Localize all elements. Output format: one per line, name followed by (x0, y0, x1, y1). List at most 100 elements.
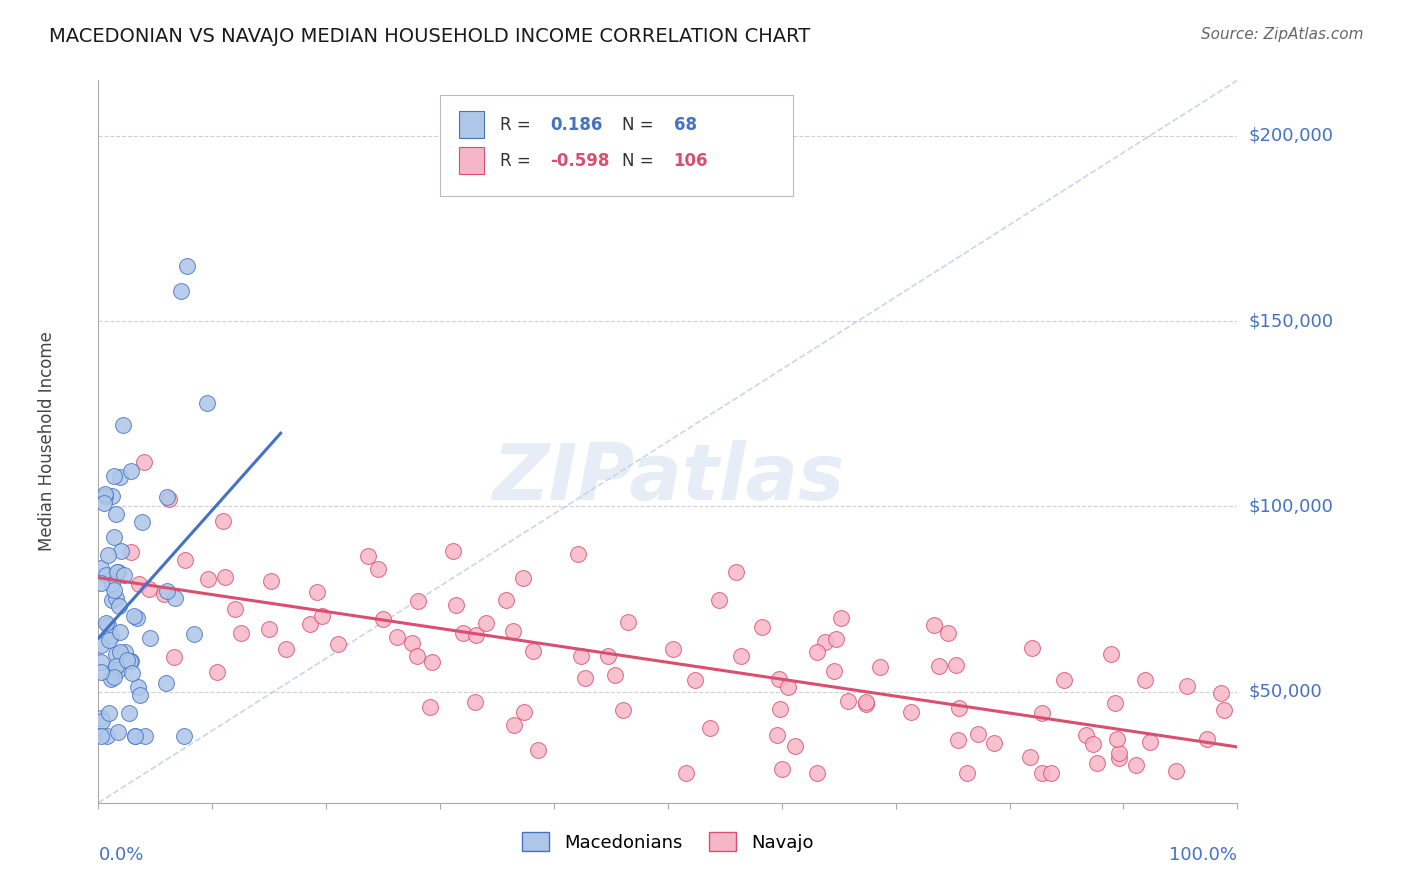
Point (110, 544, 132, 558)
Point (120, 464, 142, 478)
Point (139, 632, 162, 646)
Point (127, 680, 149, 694)
Point (100, 577, 122, 591)
Point (855, 697, 877, 711)
Text: $100,000: $100,000 (1249, 498, 1333, 516)
Point (598, 648, 620, 663)
Point (90, 729, 112, 743)
Point (307, 584, 329, 599)
Point (869, 660, 891, 674)
Point (783, 739, 806, 753)
Point (120, 654, 142, 668)
Text: $50,000: $50,000 (1249, 682, 1322, 700)
Text: 100.0%: 100.0% (1170, 847, 1237, 864)
Point (806, 766, 828, 780)
Point (900, 705, 922, 719)
Point (100, 629, 122, 643)
Point (699, 721, 721, 735)
Point (825, 632, 848, 647)
Point (176, 259, 198, 273)
Point (419, 700, 441, 714)
Point (94, 616, 117, 631)
Point (814, 634, 837, 648)
Point (936, 626, 959, 640)
Point (806, 645, 828, 659)
Point (1031, 766, 1053, 780)
Point (163, 591, 186, 606)
Point (93, 496, 115, 510)
Point (96, 729, 118, 743)
Point (94, 567, 117, 582)
Text: N =: N = (623, 153, 659, 170)
Point (101, 489, 124, 503)
Point (948, 701, 970, 715)
Point (170, 285, 193, 299)
Point (1039, 766, 1062, 780)
Point (90, 638, 112, 652)
Point (104, 662, 127, 676)
Point (156, 490, 179, 504)
Point (1209, 686, 1232, 700)
Point (373, 612, 395, 626)
Point (406, 649, 429, 664)
Point (617, 615, 640, 630)
Point (1081, 737, 1104, 751)
Text: 0.0%: 0.0% (98, 847, 143, 864)
Point (134, 729, 156, 743)
Point (420, 655, 443, 669)
Point (1125, 758, 1147, 772)
Point (156, 584, 179, 599)
Point (94, 487, 117, 501)
Point (124, 729, 146, 743)
Point (776, 681, 799, 695)
Point (495, 593, 517, 607)
Point (90, 711, 112, 725)
Point (1213, 703, 1236, 717)
Point (512, 570, 534, 584)
Point (211, 514, 233, 528)
Point (464, 628, 486, 642)
Point (453, 625, 475, 640)
Point (122, 609, 145, 624)
Point (97, 618, 120, 632)
Point (661, 641, 683, 656)
Point (401, 636, 423, 650)
Point (1107, 732, 1129, 747)
Point (120, 545, 142, 559)
Point (224, 601, 246, 615)
Point (406, 594, 429, 608)
Point (104, 647, 127, 661)
Point (195, 395, 218, 409)
Point (104, 591, 127, 606)
Point (90, 576, 112, 591)
Point (1053, 673, 1076, 687)
Point (129, 688, 152, 702)
Text: -0.598: -0.598 (551, 153, 610, 170)
Point (132, 455, 155, 469)
Point (112, 567, 135, 582)
Text: 0.186: 0.186 (551, 116, 603, 134)
Point (385, 630, 408, 644)
FancyBboxPatch shape (460, 111, 485, 138)
Text: 106: 106 (673, 153, 709, 170)
Point (115, 653, 138, 667)
Point (502, 624, 524, 639)
Point (108, 645, 131, 659)
Text: ZIPatlas: ZIPatlas (492, 440, 844, 516)
Text: R =: R = (501, 153, 537, 170)
Point (1104, 696, 1126, 710)
Point (103, 582, 125, 597)
Point (1031, 706, 1053, 721)
Point (1101, 647, 1123, 661)
Point (118, 654, 141, 668)
Point (574, 671, 596, 685)
Point (1139, 735, 1161, 749)
Point (274, 642, 297, 657)
Point (108, 625, 131, 640)
Point (105, 508, 128, 522)
Text: Source: ZipAtlas.com: Source: ZipAtlas.com (1201, 27, 1364, 42)
Point (924, 618, 946, 632)
Point (105, 565, 128, 579)
Point (110, 469, 132, 483)
Point (118, 706, 141, 721)
